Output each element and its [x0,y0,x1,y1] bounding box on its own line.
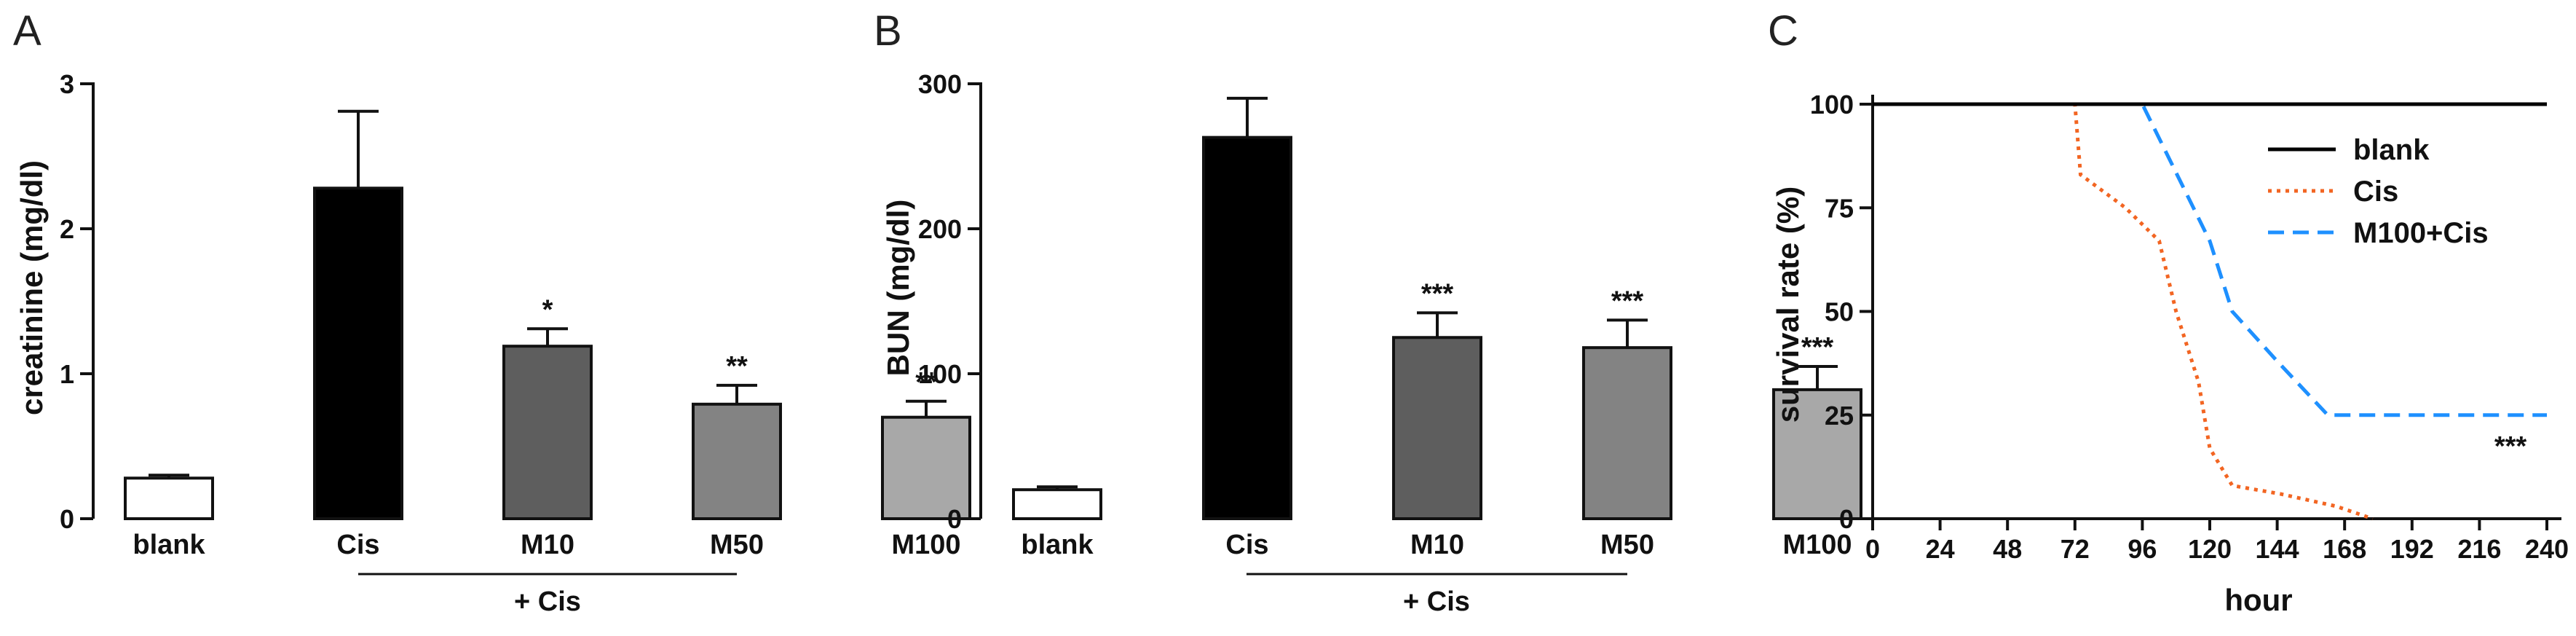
x-tick-label: 48 [1993,534,2022,564]
legend-label-cis: Cis [2353,176,2398,208]
x-tick-label: 96 [2127,534,2157,564]
x-tick-label: 120 [2188,534,2232,564]
category-label-m50: M50 [1600,530,1654,560]
bar-cis [313,187,403,520]
x-tick-label: 72 [2061,534,2090,564]
bar-m10 [502,345,593,520]
y-tick-label: 100 [918,359,962,389]
significance-m50: ** [726,351,748,382]
bars-b: *** *** *** [1012,96,1862,521]
y-tick-label: 3 [60,69,74,99]
y-tick-label: 0 [1839,504,1854,534]
y-tick-label: 50 [1825,297,1854,327]
category-label-blank: blank [1021,530,1094,560]
panel-b: B BUN (mg/dl) 0 100 200 300 *** *** *** blank… [874,7,1862,617]
category-label-blank: blank [133,530,205,560]
category-labels-b: blank Cis M10 M50 M100 [1021,530,1852,560]
x-ticks-c: 0 24 48 72 96 120 144 168 192 216 240 [1865,519,2569,564]
category-label-m100: M100 [1782,530,1852,560]
category-labels-a: blank Cis M10 M50 M100 [133,530,960,560]
panel-letter-c: C [1768,7,1798,55]
y-tick-label: 75 [1825,193,1854,223]
x-tick-label: 0 [1865,534,1880,564]
y-tick-label: 200 [918,214,962,244]
y-axis-title-c: survival rate (%) [1771,187,1805,423]
panel-letter-a: A [13,7,42,55]
x-tick-label: 240 [2525,534,2569,564]
bar-blank [124,476,214,521]
y-tick-label: 0 [60,504,74,534]
bar-m100 [881,415,971,521]
category-label-m50: M50 [710,530,764,560]
significance-m100: *** [1801,332,1834,363]
group-label-b: + Cis [1403,586,1470,617]
panel-c: C survival rate (%) hour 0 25 50 75 100 0 24 4… [1768,7,2569,617]
category-label-cis: Cis [1225,530,1268,560]
significance-m50: *** [1611,286,1644,316]
y-ticks-c: 0 25 50 75 100 [1810,90,1873,534]
series-line-cis [1873,102,2374,521]
category-label-m100: M100 [891,530,960,560]
y-tick-label: 25 [1825,401,1854,431]
category-label-m10: M10 [1410,530,1464,560]
significance-m100: ** [915,367,937,398]
panel-letter-b: B [874,7,902,55]
x-tick-label: 216 [2457,534,2501,564]
category-label-cis: Cis [336,530,379,560]
y-tick-label: 1 [60,359,74,389]
category-label-m10: M10 [521,530,574,560]
y-ticks-b: 0 100 200 300 [918,69,981,534]
y-tick-label: 2 [60,214,74,244]
bar-cis [1202,136,1292,520]
x-tick-label: 24 [1926,534,1955,564]
legend-label-blank: blank [2353,134,2430,166]
significance-annotation-c: *** [2494,431,2527,462]
y-ticks-a: 0 1 2 3 [60,69,93,534]
x-tick-label: 144 [2256,534,2299,564]
x-tick-label: 192 [2390,534,2434,564]
bars-a: ***** [124,109,971,521]
y-axis-title-b: BUN (mg/dl) [881,200,915,377]
y-tick-label: 0 [947,504,962,534]
bar-blank [1012,488,1102,521]
bar-m10 [1392,336,1482,520]
y-axis-title-a: creatinine (mg/dl) [15,160,49,415]
group-label-a: + Cis [514,586,581,617]
significance-m10: *** [1421,278,1454,309]
significance-m10: * [542,294,553,325]
legend-label-m100-cis: M100+Cis [2353,217,2489,249]
bar-m50 [1582,346,1672,520]
bar-m100 [1772,388,1862,521]
y-tick-label: 100 [1810,90,1854,119]
survival-lines [1873,102,2547,521]
x-tick-label: 168 [2323,534,2366,564]
bar-m50 [692,402,782,520]
series-line-m100-cis [1873,102,2547,417]
x-axis-title-c: hour [2224,583,2292,617]
legend: blank Cis M100+Cis [2268,134,2489,249]
y-tick-label: 300 [918,69,962,99]
